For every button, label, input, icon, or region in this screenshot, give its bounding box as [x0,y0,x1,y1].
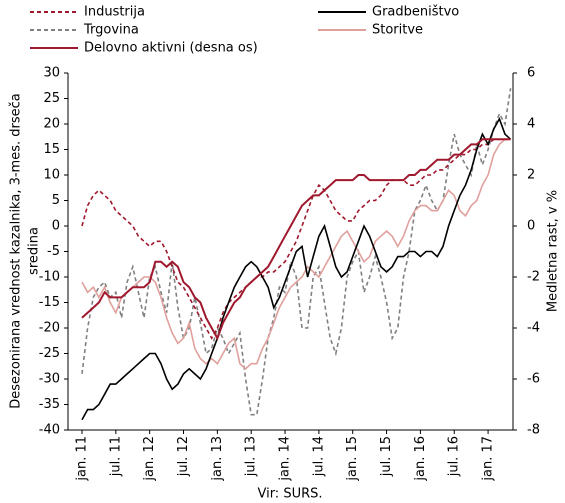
series-line [81,138,511,340]
y2-tick-label: -8 [527,423,540,438]
series-line [81,138,511,370]
x-tick-label: jul. 15 [379,436,394,477]
y-tick-label: 5 [52,193,60,208]
y2-tick-label: -6 [527,372,540,387]
y2-tick-label: 0 [527,219,535,234]
y-tick-label: 30 [43,66,60,81]
y-axis-label: Desezonirana vrednost kazalnika, 3-mes. … [9,93,24,408]
x-tick-label: jan. 16 [413,436,428,482]
y-tick-label: -15 [39,295,60,310]
y2-tick-label: 4 [527,117,535,132]
series-line [81,116,512,421]
legend-label: Trgovina [83,23,139,38]
y2-axis-label: Medletna rast, v % [546,190,561,312]
y-tick-label: -40 [39,423,60,438]
x-tick-label: jan. 15 [345,436,360,482]
x-tick-label: jan. 14 [278,436,293,482]
y2-tick-label: 6 [527,66,535,81]
x-tick-label: jan. 11 [75,436,90,482]
x-tick-label: jan. 17 [481,436,496,482]
series-line [81,138,511,341]
y2-tick-label: -2 [527,270,540,285]
legend-label: Gradbeništvo [372,5,459,20]
x-tick-label: jan. 12 [142,436,157,482]
legend-label: Storitve [372,23,423,38]
y-tick-label: -5 [47,244,60,259]
y-axis-label: sredina [27,227,42,275]
y-tick-label: 10 [43,168,60,183]
x-tick-label: jul. 13 [244,436,259,477]
y-tick-label: -35 [39,397,60,412]
y-tick-label: 15 [43,142,60,157]
x-tick-label: jul. 12 [176,436,191,477]
x-tick-label: jul. 11 [108,436,123,477]
x-tick-label: jan. 13 [210,436,225,482]
y2-tick-label: 2 [527,168,535,183]
y-tick-label: 20 [43,117,60,132]
x-tick-label: jul. 14 [311,436,326,477]
legend-label: Industrija [84,5,145,20]
x-tick-label: jul. 16 [447,436,462,477]
y-tick-label: -20 [39,321,60,336]
y-tick-label: 0 [52,219,60,234]
y2-tick-label: -4 [527,321,540,336]
y-tick-label: -30 [39,372,60,387]
y-tick-label: 25 [43,91,60,106]
legend-label: Delovno aktivni (desna os) [84,41,258,56]
source: Vir: SURS. [257,487,322,502]
y-tick-label: -10 [39,270,60,285]
y-tick-label: -25 [39,346,60,361]
